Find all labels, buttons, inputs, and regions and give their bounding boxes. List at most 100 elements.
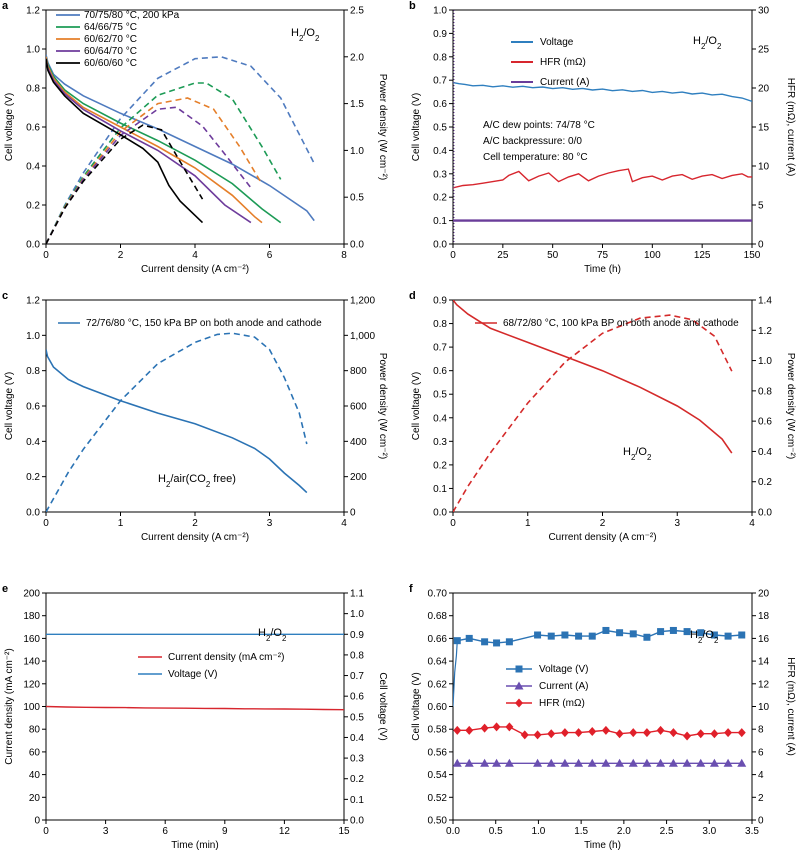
x-tick-label: 3 [674,518,680,529]
data-point [709,758,719,767]
x-tick-label: 1.0 [531,826,545,837]
x-tick-label: 4 [341,518,347,529]
legend-label: Voltage [540,37,574,48]
x-tick-label: 2.5 [660,826,674,837]
plot-area [46,332,308,512]
panel-c: c 0 1 2 3 4 0.0 0.2 0.4 0.6 0.8 1.0 1.2 0 200 400 600 800… [2,290,388,543]
data-point [602,626,610,634]
x-tick-label: 0.0 [446,826,460,837]
x-axis-label: Current density (A cm⁻²) [141,264,249,275]
plot-area [453,10,752,244]
y-tick-label: 80 [29,725,41,736]
x-tick-label: 3.0 [702,826,716,837]
x-tick-label: 6 [162,826,168,837]
x-tick-label: 3.5 [745,826,759,837]
data-point [724,632,732,640]
y2-tick-label: 1,200 [350,296,375,307]
x-axis-label: Current density (A cm⁻²) [548,532,656,543]
panel-a: a0 2 4 6 80.00.20.40.60.81.01.20.00.51.01.52… [2,0,388,275]
y2-tick-label: 2.5 [350,6,364,17]
y-axis-label: Cell voltage (V) [4,93,15,161]
panel-annotation: H2/O2 [693,35,721,51]
y-tick-label: 0.52 [428,793,448,804]
data-point [710,631,718,639]
y2-tick-label: 1.4 [758,296,772,307]
y-tick-label: 0.2 [26,472,40,483]
y2-tick-label: 1.0 [350,146,364,157]
plot-frame [45,592,345,821]
voltage-line [46,54,315,222]
x-tick-label: 125 [694,250,711,261]
y-tick-label: 0 [34,816,40,827]
x-tick-label: 12 [279,826,291,837]
y2-axis-label: Power density (W cm⁻²) [785,353,796,459]
y2-tick-label: 2.0 [350,52,364,63]
legend: 72/76/80 °C, 150 kPa BP on both anode an… [58,318,322,329]
data-point [492,722,501,732]
y-tick-label: 0.3 [433,437,447,448]
data-point [683,731,692,741]
power-line [46,124,204,244]
data-point [723,758,733,767]
data-point [560,758,570,767]
data-point [737,758,747,767]
panel-e: e 0 3 6 9 12 15 0 20 40 60 80 100 120 140 160 180 200 0.0 0… [2,583,388,851]
y-tick-label: 0.66 [428,634,448,645]
y2-tick-label: 25 [758,45,770,56]
y2-tick-label: 1.5 [350,99,364,110]
data-point [615,758,625,767]
y-axis-label: Cell voltage (V) [411,372,422,440]
x-tick-label: 2 [118,250,124,261]
legend-label: 72/76/80 °C, 150 kPa BP on both anode an… [86,318,322,329]
y-tick-label: 0.4 [433,413,447,424]
legend-label: 64/66/75 °C [84,22,137,33]
y-tick-label: 0.8 [26,366,40,377]
y-axis-label: Cell voltage (V) [411,93,422,161]
data-point [587,758,597,767]
series-line [457,726,742,737]
data-point [588,726,597,736]
panel-letter: f [409,583,413,595]
data-point [505,722,514,732]
data-point [481,638,489,646]
panel-annotation: H2/O2 [690,629,718,645]
data-point [534,631,542,639]
power-line [46,332,308,512]
y-tick-label: 0.50 [428,816,448,827]
panel-annotation: H2/O2 [258,627,286,643]
y-tick-label: 0.4 [26,437,40,448]
y2-tick-label: 0.4 [350,733,364,744]
y2-tick-label: 0.3 [350,754,364,765]
x-tick-label: 4 [192,250,198,261]
y-tick-label: 0.60 [428,702,448,713]
x-tick-label: 25 [497,250,509,261]
panel-letter: d [409,290,416,302]
y-tick-label: 0.62 [428,679,448,690]
series-line [453,168,752,189]
y2-tick-label: 1.0 [758,356,772,367]
y2-tick-label: 6 [758,747,764,758]
x-tick-label: 15 [338,826,350,837]
panel-f: f 0.0 0.5 1.0 1.5 2.0 2.5 3.0 3.5 0.50 0.52 0.54 0.5… [409,583,796,851]
data-point [696,758,706,767]
data-point [656,758,666,767]
data-point [480,758,490,767]
legend-label: Voltage (V) [168,669,217,680]
power-line [46,97,263,244]
legend-marker [514,681,524,690]
y2-axis-label: Power density (W cm⁻²) [377,353,388,459]
y2-axis-label: HFR (mΩ), current (A) [785,657,796,756]
y-tick-label: 140 [23,657,40,668]
data-point [493,639,501,647]
data-point [737,728,746,738]
y2-tick-label: 1,000 [350,331,375,342]
y-tick-label: 1.2 [26,6,40,17]
power-line [453,314,733,512]
y2-axis-label: Power density (W cm⁻²) [377,74,388,180]
data-point [616,629,624,637]
y2-tick-label: 1.0 [350,609,364,620]
x-tick-label: 1 [118,518,124,529]
y-tick-label: 40 [29,770,41,781]
voltage-line [46,56,282,224]
